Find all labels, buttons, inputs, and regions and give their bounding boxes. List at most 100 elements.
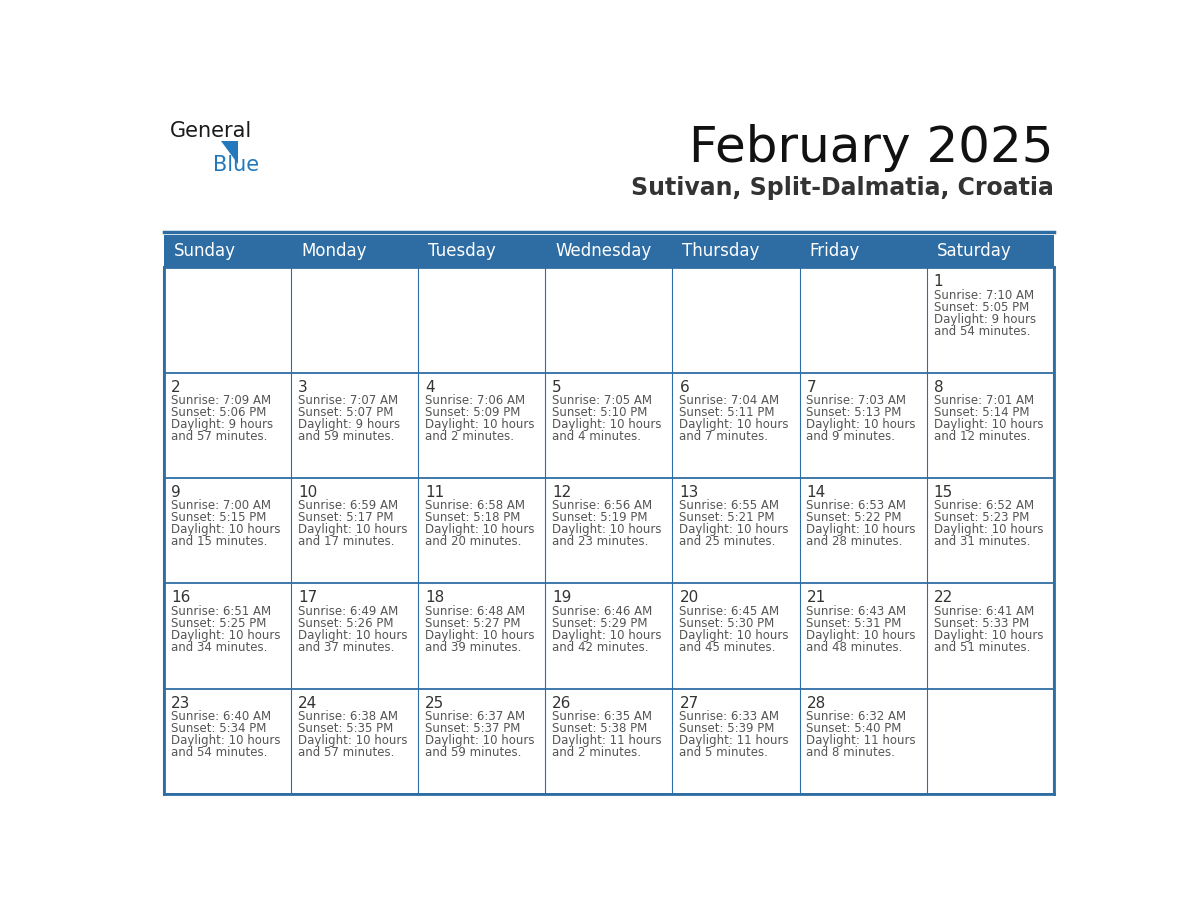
Bar: [418, 688, 545, 794]
Text: 20: 20: [680, 590, 699, 605]
Text: 15: 15: [934, 485, 953, 499]
Text: Sunset: 5:09 PM: Sunset: 5:09 PM: [425, 406, 520, 420]
Text: Sunset: 5:23 PM: Sunset: 5:23 PM: [934, 511, 1029, 524]
Text: 6: 6: [680, 379, 689, 395]
Bar: [291, 267, 418, 373]
Text: Sunrise: 6:38 AM: Sunrise: 6:38 AM: [298, 711, 398, 723]
Text: 5: 5: [552, 379, 562, 395]
Bar: [291, 688, 418, 794]
Text: 11: 11: [425, 485, 444, 499]
Bar: [927, 478, 1054, 583]
Text: Sunset: 5:35 PM: Sunset: 5:35 PM: [298, 722, 393, 735]
Text: 14: 14: [807, 485, 826, 499]
Text: and 4 minutes.: and 4 minutes.: [552, 430, 642, 443]
Text: Sunset: 5:26 PM: Sunset: 5:26 PM: [298, 617, 393, 630]
Text: Sunset: 5:13 PM: Sunset: 5:13 PM: [807, 406, 902, 420]
Bar: [291, 373, 418, 478]
Text: Daylight: 10 hours: Daylight: 10 hours: [552, 523, 662, 536]
Polygon shape: [221, 141, 239, 164]
Text: 19: 19: [552, 590, 571, 605]
Text: Sunset: 5:06 PM: Sunset: 5:06 PM: [171, 406, 266, 420]
Bar: [164, 688, 291, 794]
Bar: [164, 267, 291, 373]
Text: and 31 minutes.: and 31 minutes.: [934, 535, 1030, 548]
Text: Daylight: 10 hours: Daylight: 10 hours: [807, 523, 916, 536]
Text: and 54 minutes.: and 54 minutes.: [171, 746, 267, 759]
Bar: [418, 583, 545, 688]
Text: 24: 24: [298, 696, 317, 711]
Text: and 15 minutes.: and 15 minutes.: [171, 535, 267, 548]
Text: Daylight: 9 hours: Daylight: 9 hours: [934, 313, 1036, 326]
Text: and 57 minutes.: and 57 minutes.: [171, 430, 267, 443]
Text: and 42 minutes.: and 42 minutes.: [552, 641, 649, 654]
Text: Daylight: 10 hours: Daylight: 10 hours: [552, 418, 662, 431]
Text: Sunrise: 6:48 AM: Sunrise: 6:48 AM: [425, 605, 525, 618]
Text: 26: 26: [552, 696, 571, 711]
Text: Sunset: 5:37 PM: Sunset: 5:37 PM: [425, 722, 520, 735]
Text: Friday: Friday: [809, 242, 860, 260]
Text: 9: 9: [171, 485, 181, 499]
Text: Sunrise: 6:33 AM: Sunrise: 6:33 AM: [680, 711, 779, 723]
Text: and 2 minutes.: and 2 minutes.: [425, 430, 514, 443]
Text: 1: 1: [934, 274, 943, 289]
Text: and 59 minutes.: and 59 minutes.: [298, 430, 394, 443]
Text: Daylight: 9 hours: Daylight: 9 hours: [171, 418, 273, 431]
Text: Daylight: 10 hours: Daylight: 10 hours: [425, 418, 535, 431]
Bar: [418, 478, 545, 583]
Bar: [545, 267, 672, 373]
Bar: [545, 373, 672, 478]
Text: Sunrise: 6:45 AM: Sunrise: 6:45 AM: [680, 605, 779, 618]
Text: Sunrise: 6:35 AM: Sunrise: 6:35 AM: [552, 711, 652, 723]
Text: Sunrise: 6:40 AM: Sunrise: 6:40 AM: [171, 711, 271, 723]
Text: 8: 8: [934, 379, 943, 395]
Text: and 25 minutes.: and 25 minutes.: [680, 535, 776, 548]
Text: 28: 28: [807, 696, 826, 711]
Text: Sunset: 5:27 PM: Sunset: 5:27 PM: [425, 617, 520, 630]
Text: Sunset: 5:38 PM: Sunset: 5:38 PM: [552, 722, 647, 735]
Text: Monday: Monday: [302, 242, 367, 260]
Bar: [800, 583, 927, 688]
Text: Blue: Blue: [213, 155, 259, 174]
Text: Sunrise: 6:58 AM: Sunrise: 6:58 AM: [425, 499, 525, 512]
Text: Daylight: 10 hours: Daylight: 10 hours: [680, 523, 789, 536]
Text: Daylight: 11 hours: Daylight: 11 hours: [680, 734, 789, 747]
Text: Daylight: 10 hours: Daylight: 10 hours: [171, 734, 280, 747]
Text: 10: 10: [298, 485, 317, 499]
Text: 2: 2: [171, 379, 181, 395]
Text: Daylight: 10 hours: Daylight: 10 hours: [425, 734, 535, 747]
Bar: [164, 373, 291, 478]
Text: Sunset: 5:25 PM: Sunset: 5:25 PM: [171, 617, 266, 630]
Text: and 34 minutes.: and 34 minutes.: [171, 641, 267, 654]
Text: and 57 minutes.: and 57 minutes.: [298, 746, 394, 759]
Text: Sunrise: 6:46 AM: Sunrise: 6:46 AM: [552, 605, 652, 618]
Text: Sunrise: 7:03 AM: Sunrise: 7:03 AM: [807, 394, 906, 408]
Text: Daylight: 10 hours: Daylight: 10 hours: [298, 523, 407, 536]
Text: and 54 minutes.: and 54 minutes.: [934, 325, 1030, 338]
Bar: [672, 688, 800, 794]
Text: Sunset: 5:14 PM: Sunset: 5:14 PM: [934, 406, 1029, 420]
Text: Sunset: 5:29 PM: Sunset: 5:29 PM: [552, 617, 647, 630]
Text: and 23 minutes.: and 23 minutes.: [552, 535, 649, 548]
Text: Sunday: Sunday: [175, 242, 236, 260]
Bar: [418, 373, 545, 478]
Text: Daylight: 10 hours: Daylight: 10 hours: [807, 629, 916, 642]
Text: 4: 4: [425, 379, 435, 395]
Bar: [418, 267, 545, 373]
Text: Sunrise: 6:55 AM: Sunrise: 6:55 AM: [680, 499, 779, 512]
Text: Daylight: 10 hours: Daylight: 10 hours: [934, 523, 1043, 536]
Text: Sunrise: 7:09 AM: Sunrise: 7:09 AM: [171, 394, 271, 408]
Text: Daylight: 10 hours: Daylight: 10 hours: [171, 523, 280, 536]
Text: and 7 minutes.: and 7 minutes.: [680, 430, 769, 443]
Bar: [927, 267, 1054, 373]
Bar: [800, 267, 927, 373]
Text: Daylight: 10 hours: Daylight: 10 hours: [552, 629, 662, 642]
Text: 27: 27: [680, 696, 699, 711]
Text: Sunrise: 7:07 AM: Sunrise: 7:07 AM: [298, 394, 398, 408]
Bar: [800, 688, 927, 794]
Text: General: General: [170, 121, 252, 141]
Text: Sunrise: 7:04 AM: Sunrise: 7:04 AM: [680, 394, 779, 408]
Bar: [164, 235, 1054, 267]
Text: Daylight: 11 hours: Daylight: 11 hours: [807, 734, 916, 747]
Text: Sunrise: 7:01 AM: Sunrise: 7:01 AM: [934, 394, 1034, 408]
Text: and 45 minutes.: and 45 minutes.: [680, 641, 776, 654]
